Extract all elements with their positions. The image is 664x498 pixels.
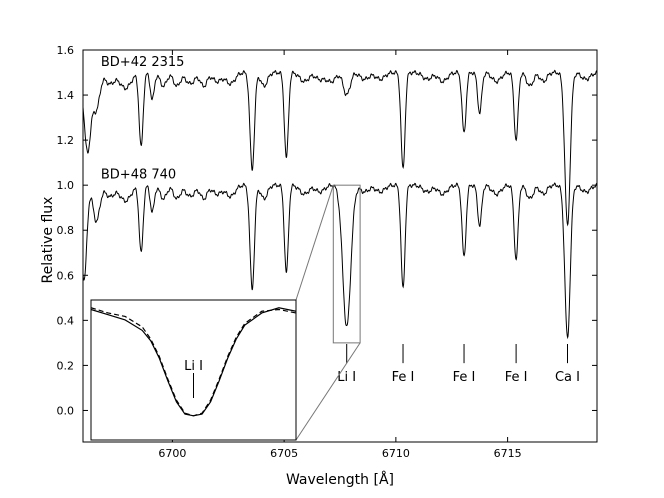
series-label-2: BD+48 740: [101, 167, 176, 182]
zoom-connector-top: [295, 185, 334, 301]
spectra: BD+42 2315 BD+48 740: [82, 55, 598, 340]
x-tick-label: 6710: [382, 447, 410, 460]
line-marker-label: Fe I: [505, 370, 528, 385]
inset-marker-label: Li I: [184, 359, 203, 374]
x-tick-label: 6715: [494, 447, 522, 460]
y-tick-label: 0.2: [57, 359, 75, 372]
line-marker-label: Li I: [337, 370, 356, 385]
x-tick-label: 6700: [158, 447, 186, 460]
zoom-box: [332, 184, 361, 344]
line-markers: Li I Fe I Fe I Fe I Ca I: [337, 344, 580, 385]
line-marker-label: Fe I: [392, 370, 415, 385]
y-tick-label: 0.6: [57, 269, 75, 282]
y-tick-label: 1.4: [57, 89, 75, 102]
y-tick-label: 1.0: [57, 179, 75, 192]
line-marker-label: Ca I: [555, 370, 580, 385]
y-tick-label: 0.4: [57, 314, 75, 327]
y-axis-label: Relative flux: [40, 197, 56, 284]
line-marker-label: Fe I: [453, 370, 476, 385]
plot-frame: [82, 49, 598, 443]
y-tick-label: 1.6: [57, 44, 75, 57]
y-tick-label: 0.8: [57, 224, 75, 237]
spectrum-line-1: [82, 69, 598, 227]
y-tick-label: 0.0: [57, 404, 75, 417]
x-tick-label: 6705: [270, 447, 298, 460]
inset-frame: [90, 299, 297, 441]
y-tick-label: 1.2: [57, 134, 75, 147]
inset-zoom: Li I: [90, 184, 361, 441]
series-label-1: BD+42 2315: [101, 55, 185, 70]
x-axis-label: Wavelength [Å]: [286, 471, 394, 488]
zoom-connector-bottom: [295, 342, 361, 441]
axes: 6700 6705 6710 6715 0.0 0.2 0.4 0.6 0.8 1.0 1.2 1.4…: [57, 44, 598, 460]
spectrum-line-2: [82, 182, 598, 340]
inset-curve-dashed: [90, 307, 297, 417]
